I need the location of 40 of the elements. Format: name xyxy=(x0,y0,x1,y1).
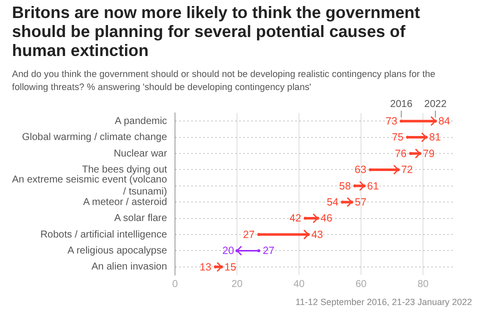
data-label: 13 xyxy=(200,261,212,274)
data-label: 42 xyxy=(290,212,302,225)
y-tick-label: A pandemic xyxy=(114,116,168,127)
x-tick-label: 80 xyxy=(417,278,430,290)
data-label: 27 xyxy=(243,228,255,241)
data-label: 54 xyxy=(326,196,339,208)
y-tick-label: Nuclear war xyxy=(114,148,168,160)
x-tick-label: 60 xyxy=(355,278,368,290)
data-label: 84 xyxy=(438,115,450,128)
y-tick-label: The bees dying out xyxy=(82,164,168,176)
text: 11-12 September 2016, 21-23 January 2022 xyxy=(296,297,472,307)
data-label: 75 xyxy=(392,132,404,144)
data-label: 73 xyxy=(386,115,398,128)
y-tick-label: A meteor / asteroid xyxy=(83,196,168,208)
y-tick-label: An extreme seismic event (volcano / tsunami) xyxy=(12,174,168,198)
x-tick-label: 20 xyxy=(231,278,244,290)
y-tick-label: A solar flare xyxy=(114,213,168,224)
data-label: 58 xyxy=(339,180,351,192)
data-label: 15 xyxy=(224,261,236,274)
data-label: 76 xyxy=(394,148,407,160)
data-label: 46 xyxy=(320,212,332,225)
data-label: 63 xyxy=(354,164,366,176)
data-label: 79 xyxy=(422,148,435,160)
x-tick-label: 0 xyxy=(172,278,178,290)
y-tick-label: Robots / artificial intelligence xyxy=(40,229,168,240)
data-label: 72 xyxy=(401,164,414,176)
series-label: 2016 xyxy=(390,98,413,110)
data-label: 20 xyxy=(222,245,234,258)
x-tick-label: 40 xyxy=(293,278,306,290)
y-tick-label: A religious apocalypse xyxy=(68,245,168,256)
data-label: 43 xyxy=(311,228,324,241)
series-label: 2022 xyxy=(424,98,447,110)
y-tick-label: Global warming / climate change xyxy=(22,132,168,144)
data-label: 61 xyxy=(367,180,379,192)
chart-title: Britons are now more likely to think the government should be planning for several potential causes of human extinction xyxy=(12,4,421,61)
y-tick-label: An alien invasion xyxy=(91,262,168,273)
data-label: 81 xyxy=(429,132,441,144)
chart-subtitle: And do you think the government should or should not be developing realistic contingency plans for the following threats? % answering 'should be developing contingency plans' xyxy=(12,68,436,94)
data-label: 57 xyxy=(354,196,367,208)
data-label: 27 xyxy=(262,245,275,258)
